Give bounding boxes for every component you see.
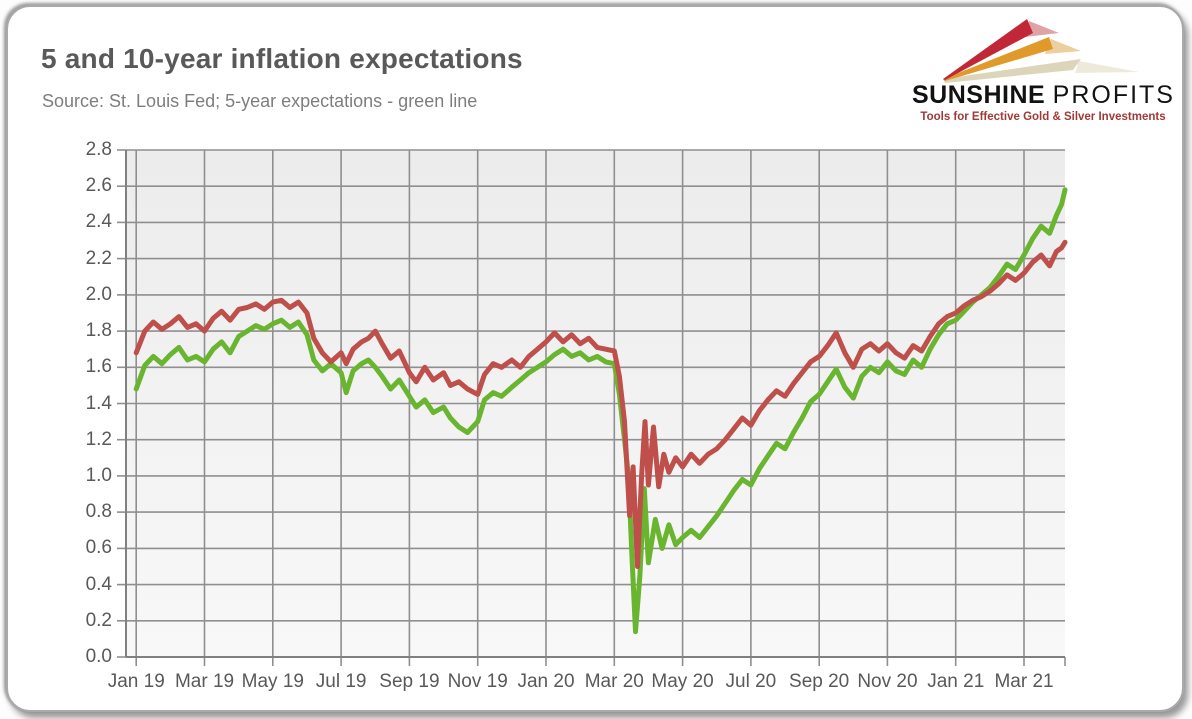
x-axis-tick-label: Jul 19	[315, 671, 367, 692]
x-axis-tick-label: May 19	[241, 671, 304, 692]
inflation-chart: 0.0 0.2 0.4 0.6 0.8 1.0 1.2 1.4 1.6 1.8 2.0 2.2 2.4 2…	[86, 139, 1068, 692]
x-axis-tick-label: May 20	[651, 671, 714, 692]
y-axis-tick-label: 1.6	[85, 356, 112, 378]
logo-rays-icon	[943, 19, 1139, 83]
x-axis-tick-label: Mar 21	[994, 671, 1054, 692]
x-axis-tick-label: Sep 20	[789, 671, 850, 692]
x-axis-tick-label: Jan 21	[927, 671, 985, 692]
plot-area	[117, 149, 1068, 666]
logo-word-profits: PROFITS	[1052, 81, 1175, 109]
chart-source-note: Source: St. Louis Fed; 5-year expectatio…	[42, 91, 478, 111]
y-axis-tick-label: 2.8	[85, 139, 112, 160]
x-axis-tick-label: Mar 19	[174, 671, 235, 692]
y-axis-tick-label: 0.6	[85, 537, 112, 559]
y-axis-tick-label: 2.6	[85, 175, 112, 197]
logo-wordmark: SUNSHINE PROFITS	[912, 81, 1174, 110]
x-axis-tick-label: Jul 20	[725, 671, 777, 692]
y-axis-tick-label: 2.0	[85, 283, 112, 305]
x-axis-tick-label: Jan 20	[517, 671, 575, 692]
y-axis-tick-label: 0.0	[85, 646, 112, 667]
y-axis-tick-label: 1.2	[85, 428, 112, 450]
y-axis-tick-label: 0.8	[85, 501, 112, 523]
y-axis-tick-label: 0.4	[85, 573, 112, 595]
x-axis-tick-label: Nov 20	[857, 671, 918, 692]
x-axis-tick-label: Jan 19	[107, 671, 165, 692]
y-axis-tick-label: 0.2	[85, 609, 112, 631]
y-axis-tick-label: 2.4	[85, 211, 112, 233]
x-axis-tick-label: Nov 19	[447, 671, 508, 692]
page-title: 5 and 10-year inflation expectations	[41, 43, 523, 74]
logo-tagline: Tools for Effective Gold & Silver Invest…	[920, 111, 1166, 123]
chart-card: 5 and 10-year inflation expectations Sou…	[6, 5, 1184, 712]
y-axis-tick-label: 1.4	[85, 392, 112, 414]
y-axis-tick-label: 2.2	[85, 247, 112, 269]
y-axis-tick-label: 1.8	[85, 320, 112, 342]
y-axis-tick-label: 1.0	[85, 464, 112, 486]
x-axis-tick-label: Mar 20	[584, 671, 644, 692]
logo-word-sunshine: SUNSHINE	[912, 81, 1046, 109]
x-axis-tick-label: Sep 19	[379, 671, 440, 692]
sunshine-profits-logo: SUNSHINE PROFITS Tools for Effective Gol…	[912, 17, 1174, 123]
